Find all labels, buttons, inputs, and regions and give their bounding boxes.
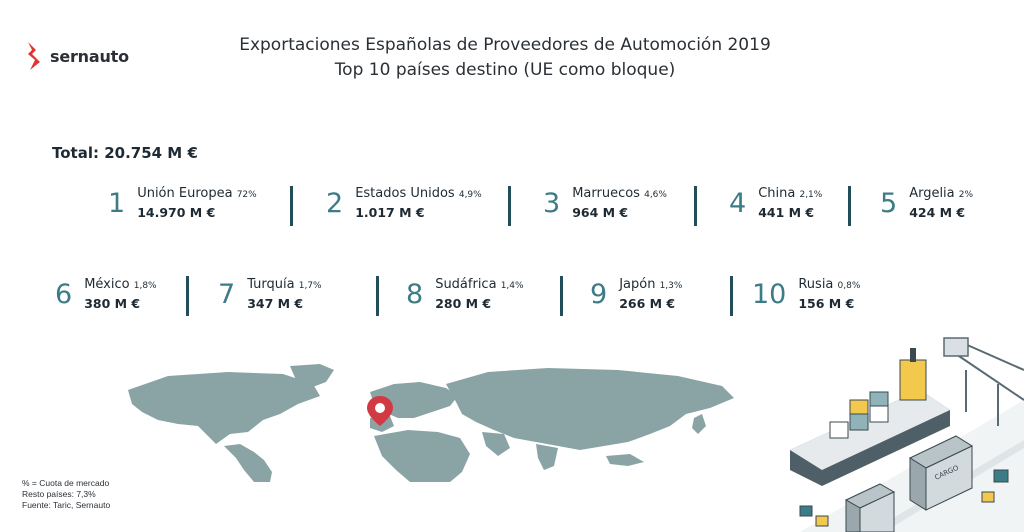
footnotes: % = Cuota de mercado Resto países: 7,3% … xyxy=(22,478,110,511)
export-value: 424 M € xyxy=(909,205,966,220)
rank-item-5: 5 Argelia 2% 424 M € xyxy=(880,185,973,222)
country-name: Marruecos xyxy=(572,186,640,201)
rank-number: 3 xyxy=(543,188,561,219)
country-name: Turquía xyxy=(247,277,295,292)
rank-item-8: 8 Sudáfrica 1,4% 280 M € xyxy=(406,276,524,313)
market-share: 4,9% xyxy=(458,190,482,200)
divider xyxy=(186,276,189,316)
country-name: Estados Unidos xyxy=(355,186,455,201)
export-value: 347 M € xyxy=(247,296,304,311)
divider xyxy=(848,186,851,226)
country-name: Sudáfrica xyxy=(435,277,497,292)
rank-number: 10 xyxy=(752,279,787,310)
market-share: 1,3% xyxy=(659,281,683,291)
divider xyxy=(376,276,379,316)
market-share: 4,6% xyxy=(644,190,667,200)
rank-item-9: 9 Japón 1,3% 266 M € xyxy=(590,276,682,313)
export-value: 280 M € xyxy=(435,296,492,311)
export-value: 14.970 M € xyxy=(137,205,216,220)
rank-number: 9 xyxy=(590,279,608,310)
market-share: 1,8% xyxy=(133,281,157,291)
rank-item-10: 10 Rusia 0,8% 156 M € xyxy=(752,276,860,313)
divider xyxy=(508,186,511,226)
note-market-share: % = Cuota de mercado xyxy=(22,478,110,488)
country-name: Argelia xyxy=(909,186,955,201)
export-value: 156 M € xyxy=(798,296,855,311)
country-name: Unión Europea xyxy=(137,186,233,201)
market-share: 0,8% xyxy=(837,281,861,291)
export-value: 1.017 M € xyxy=(355,205,425,220)
rank-item-2: 2 Estados Unidos 4,9% 1.017 M € xyxy=(326,185,482,222)
divider xyxy=(730,276,733,316)
package-icon xyxy=(799,469,1009,527)
page-title: Exportaciones Españolas de Proveedores d… xyxy=(239,35,771,55)
location-pin-icon xyxy=(367,396,393,426)
country-name: Rusia xyxy=(798,277,834,292)
port-illustration: CARGO xyxy=(790,337,1024,532)
market-share: 1,7% xyxy=(298,281,322,291)
note-source: Fuente: Taric, Sernauto xyxy=(22,500,111,510)
header: Exportaciones Españolas de Proveedores d… xyxy=(205,33,805,83)
world-map xyxy=(128,364,734,482)
rank-number: 6 xyxy=(55,279,73,310)
rank-number: 8 xyxy=(406,279,424,310)
rank-number: 4 xyxy=(729,188,747,219)
rank-number: 5 xyxy=(880,188,898,219)
divider xyxy=(290,186,293,226)
sernauto-logo-icon xyxy=(28,42,40,70)
rank-item-6: 6 México 1,8% 380 M € xyxy=(55,276,157,313)
export-value: 441 M € xyxy=(758,205,815,220)
divider xyxy=(694,186,697,226)
page-subtitle: Top 10 países destino (UE como bloque) xyxy=(334,60,676,80)
market-share: 2% xyxy=(958,190,974,200)
rank-item-3: 3 Marruecos 4,6% 964 M € xyxy=(543,185,667,222)
divider xyxy=(560,276,563,316)
market-share: 1,4% xyxy=(500,281,524,291)
rank-number: 7 xyxy=(218,279,236,310)
export-value: 380 M € xyxy=(84,296,141,311)
sernauto-logo: sernauto xyxy=(26,40,129,72)
cargo-ship-icon xyxy=(790,348,950,486)
export-value: 266 M € xyxy=(619,296,676,311)
note-rest-countries: Resto países: 7,3% xyxy=(22,489,96,499)
market-share: 2,1% xyxy=(799,190,823,200)
country-name: Japón xyxy=(619,277,656,292)
total-exports: Total: 20.754 M € xyxy=(52,144,198,162)
brand-name: sernauto xyxy=(50,46,129,66)
container-icon: CARGO xyxy=(908,435,974,511)
rank-number: 2 xyxy=(326,188,344,219)
country-name: China xyxy=(758,186,796,201)
market-share: 72% xyxy=(236,190,257,200)
rank-item-4: 4 China 2,1% 441 M € xyxy=(729,185,822,222)
country-name: México xyxy=(84,277,130,292)
export-value: 964 M € xyxy=(572,205,629,220)
rank-item-7: 7 Turquía 1,7% 347 M € xyxy=(218,276,322,313)
rank-number: 1 xyxy=(108,188,126,219)
container-icon xyxy=(844,483,896,532)
rank-item-1: 1 Unión Europea 72% 14.970 M € xyxy=(108,185,257,222)
